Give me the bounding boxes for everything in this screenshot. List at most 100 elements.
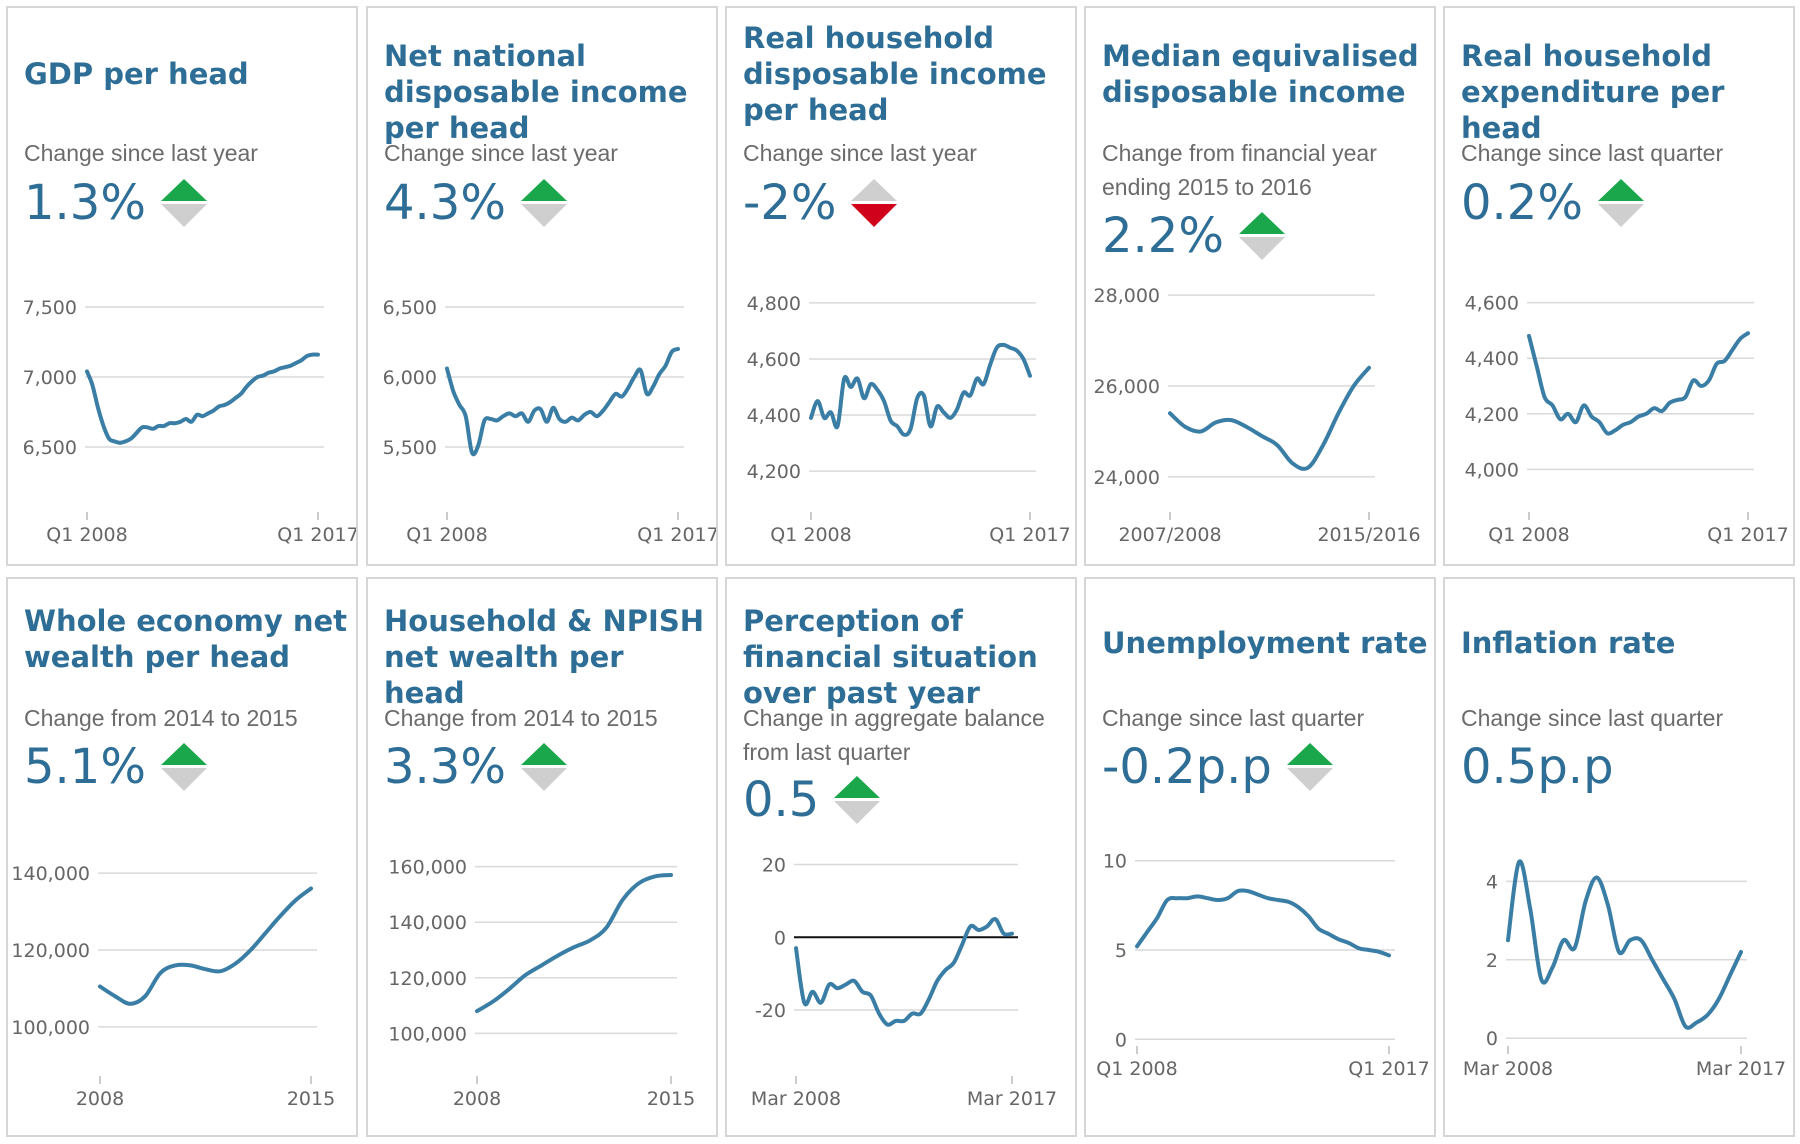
indicator-tile[interactable]: GDP per head Change since last year 1.3% 7,… bbox=[6, 6, 358, 566]
line-chart: 4,600 4,400 4,200 4,000 Q1 2008 Q1 2017 bbox=[1465, 293, 1789, 546]
tile-value: 5.1% bbox=[24, 739, 146, 795]
y-tick-label: 120,000 bbox=[11, 940, 90, 962]
arrow-up-icon bbox=[160, 743, 207, 791]
tile-title: Perception of financial situation over p… bbox=[743, 604, 1038, 710]
series-line bbox=[1135, 888, 1391, 958]
tile-value: -0.2p.p bbox=[1102, 739, 1272, 795]
x-tick-label: 2007/2008 bbox=[1118, 524, 1221, 546]
x-tick-label: Q1 2017 bbox=[1707, 524, 1788, 546]
arrow-up-icon bbox=[1597, 179, 1644, 227]
tile-value: 0.5 bbox=[743, 772, 820, 828]
tile-subtitle: Change since last year bbox=[743, 140, 977, 166]
x-tick-label: Mar 2017 bbox=[967, 1088, 1057, 1110]
series-line bbox=[1168, 365, 1371, 471]
y-tick-label: 4,600 bbox=[747, 349, 801, 371]
series-line bbox=[1527, 331, 1750, 436]
tile-subtitle: Change since last year bbox=[24, 140, 258, 166]
y-tick-label: 0 bbox=[1486, 1028, 1498, 1050]
y-tick-label: 6,500 bbox=[23, 437, 77, 459]
y-tick-label: 4,400 bbox=[747, 405, 801, 427]
tile-title: Unemployment rate bbox=[1102, 626, 1428, 660]
indicator-tile[interactable]: Median equivalised disposable income Chan… bbox=[1084, 6, 1436, 566]
series-line bbox=[85, 352, 320, 445]
tile-value-row: 4.3% bbox=[384, 173, 568, 233]
line-chart: 140,000 120,000 100,000 2008 2015 bbox=[11, 863, 335, 1110]
tile-value: 1.3% bbox=[24, 175, 146, 231]
y-tick-label: 26,000 bbox=[1094, 376, 1160, 398]
y-tick-label: 28,000 bbox=[1094, 285, 1160, 307]
x-tick-label: Q1 2008 bbox=[1096, 1058, 1177, 1080]
indicator-tile[interactable]: Unemployment rate Change since last quart… bbox=[1084, 577, 1436, 1137]
x-tick-label: 2015 bbox=[647, 1088, 695, 1110]
y-tick-label: 4 bbox=[1486, 871, 1498, 893]
tile-value-row: -2% bbox=[743, 173, 898, 233]
indicator-tile[interactable]: Real household expenditure per head Chang… bbox=[1443, 6, 1795, 566]
x-tick-label: Q1 2017 bbox=[1348, 1058, 1429, 1080]
tile-title: Median equivalised disposable income bbox=[1102, 39, 1419, 109]
tile-value-row: 3.3% bbox=[384, 737, 568, 797]
x-tick-label: Mar 2008 bbox=[751, 1088, 841, 1110]
indicator-tile[interactable]: Whole economy net wealth per head Change … bbox=[6, 577, 358, 1137]
y-tick-label: 2 bbox=[1486, 950, 1498, 972]
arrow-up-icon bbox=[1238, 212, 1285, 260]
indicator-tile[interactable]: Real household disposable income per hea… bbox=[725, 6, 1077, 566]
y-tick-label: 10 bbox=[1103, 851, 1127, 873]
y-tick-label: 7,500 bbox=[23, 297, 77, 319]
arrow-down-icon bbox=[851, 179, 898, 227]
x-tick-label: Mar 2017 bbox=[1696, 1058, 1786, 1080]
tile-value: 0.2% bbox=[1461, 175, 1583, 231]
x-tick-label: Q1 2008 bbox=[406, 524, 487, 546]
x-tick-label: Q1 2008 bbox=[770, 524, 851, 546]
tile-subtitle: Change since last quarter bbox=[1461, 140, 1724, 166]
tile-title: Net national disposable income per head bbox=[384, 39, 688, 145]
y-tick-label: 0 bbox=[1115, 1029, 1127, 1051]
indicator-tile[interactable]: Inflation rate Change since last quarter 0… bbox=[1443, 577, 1795, 1137]
x-tick-label: Mar 2008 bbox=[1463, 1058, 1553, 1080]
y-tick-label: 4,800 bbox=[747, 293, 801, 315]
tile-subtitle: Change since last quarter bbox=[1461, 705, 1724, 731]
tile-title: Real household disposable income per hea… bbox=[743, 21, 1047, 127]
y-tick-label: 4,600 bbox=[1465, 293, 1519, 315]
x-tick-label: Q1 2017 bbox=[989, 524, 1070, 546]
line-chart: 4,800 4,600 4,400 4,200 Q1 2008 Q1 2017 bbox=[747, 293, 1071, 546]
x-tick-label: 2015/2016 bbox=[1317, 524, 1420, 546]
y-tick-label: 120,000 bbox=[388, 968, 467, 990]
x-tick-label: 2015 bbox=[287, 1088, 335, 1110]
y-tick-label: 24,000 bbox=[1094, 467, 1160, 489]
y-tick-label: 4,000 bbox=[1465, 459, 1519, 481]
indicator-tile[interactable]: Perception of financial situation over p… bbox=[725, 577, 1077, 1137]
y-tick-label: 4,400 bbox=[1465, 348, 1519, 370]
indicator-tile[interactable]: Net national disposable income per head C… bbox=[366, 6, 718, 566]
arrow-up-icon bbox=[520, 179, 567, 227]
series-line bbox=[1506, 859, 1743, 1030]
y-tick-label: -20 bbox=[755, 1000, 786, 1022]
tile-subtitle: Change from financial year ending 2015 t… bbox=[1102, 140, 1377, 200]
tile-subtitle: Change since last quarter bbox=[1102, 705, 1365, 731]
tile-title: Household & NPISH net wealth per head bbox=[384, 604, 704, 710]
y-tick-label: 160,000 bbox=[388, 857, 467, 879]
tile-value: 2.2% bbox=[1102, 208, 1224, 264]
tile-subtitle: Change from 2014 to 2015 bbox=[384, 705, 658, 731]
y-tick-label: 20 bbox=[762, 855, 786, 877]
series-line bbox=[475, 873, 673, 1014]
x-tick-label: Q1 2017 bbox=[637, 524, 718, 546]
line-chart: 28,000 26,000 24,000 2007/2008 2015/2016 bbox=[1094, 285, 1421, 546]
y-tick-label: 100,000 bbox=[388, 1023, 467, 1045]
tile-value-row: 0.5 bbox=[743, 770, 881, 830]
indicator-tile[interactable]: Household & NPISH net wealth per head Cha… bbox=[366, 577, 718, 1137]
y-tick-label: 4,200 bbox=[747, 461, 801, 483]
y-tick-label: 140,000 bbox=[11, 863, 90, 885]
series-line bbox=[794, 917, 1014, 1027]
x-tick-label: 2008 bbox=[76, 1088, 124, 1110]
tile-value-row: 5.1% bbox=[24, 737, 208, 797]
line-chart: 6,500 6,000 5,500 Q1 2008 Q1 2017 bbox=[383, 297, 718, 546]
y-tick-label: 4,200 bbox=[1465, 404, 1519, 426]
tile-value-row: 1.3% bbox=[24, 173, 208, 233]
line-chart: 7,500 7,000 6,500 Q1 2008 Q1 2017 bbox=[23, 297, 356, 546]
y-tick-label: 6,000 bbox=[383, 367, 437, 389]
y-tick-label: 7,000 bbox=[23, 367, 77, 389]
y-tick-label: 6,500 bbox=[383, 297, 437, 319]
tile-title: GDP per head bbox=[24, 57, 249, 91]
series-line bbox=[98, 886, 313, 1006]
